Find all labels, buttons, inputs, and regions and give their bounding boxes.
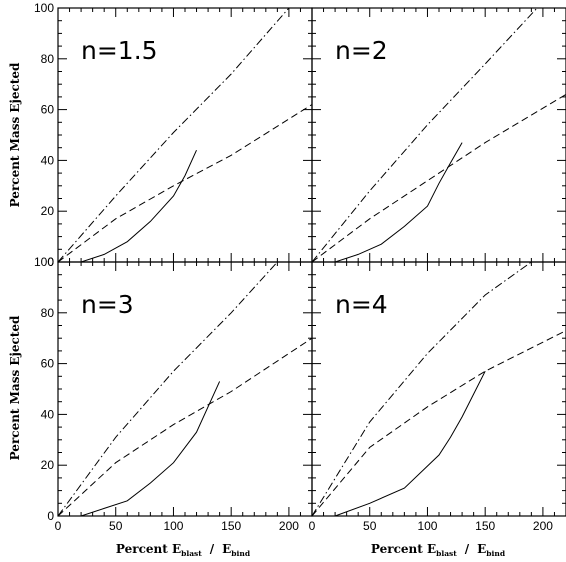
y-tick-label: 20 xyxy=(41,204,55,218)
x-tick-label: 0 xyxy=(309,519,316,533)
y-tick-label: 100 xyxy=(34,255,54,269)
y-tick-label: 100 xyxy=(34,1,54,15)
y-tick-label: 80 xyxy=(41,306,55,320)
x-tick-label: 100 xyxy=(163,519,183,533)
series-line-dashdot xyxy=(312,262,532,516)
x-tick-label: 150 xyxy=(475,519,495,533)
y-tick-label: 0 xyxy=(47,255,54,269)
x-tick-label: 0 xyxy=(55,519,62,533)
x-tick-label: 50 xyxy=(109,519,123,533)
y-tick-label: 60 xyxy=(41,103,55,117)
y-axis-label-bottom: Percent Mass Ejected xyxy=(8,315,22,460)
x-tick-label: 100 xyxy=(417,519,437,533)
x-tick-label: 50 xyxy=(363,519,377,533)
x-axis-label-right: Percent Eblast / Ebind xyxy=(371,542,506,558)
panel-2: n=2 xyxy=(311,7,566,263)
y-tick-label: 80 xyxy=(41,52,55,66)
y-tick-label: 40 xyxy=(41,153,55,167)
panel-label: n=2 xyxy=(335,36,388,65)
x-tick-label: 200 xyxy=(533,519,553,533)
series-line-solid xyxy=(80,149,197,262)
y-tick-label: 0 xyxy=(47,509,54,523)
series-line-dashed xyxy=(58,337,312,516)
panel-label: n=4 xyxy=(335,290,388,319)
x-tick-label: 150 xyxy=(221,519,241,533)
y-axis-label-top: Percent Mass Ejected xyxy=(8,62,22,207)
y-tick-label: 40 xyxy=(41,407,55,421)
panel-1: 0 20 40 60 80 100 n=1.5 xyxy=(34,1,313,269)
y-tick-label: 20 xyxy=(41,458,55,472)
x-axis-label-left: Percent Eblast / Ebind xyxy=(116,542,251,558)
panel-label: n=1.5 xyxy=(81,36,158,65)
series-line-dashed xyxy=(312,93,566,262)
y-tick-label: 60 xyxy=(41,357,55,371)
series-line-solid xyxy=(80,381,221,516)
panel-4: 0 50 100 150 200 n=4 xyxy=(309,261,566,533)
series-line-solid xyxy=(334,370,486,516)
series-line-dashed xyxy=(58,104,312,262)
series-line-dashdot xyxy=(58,8,290,262)
series-line-dashed xyxy=(312,330,566,516)
series-line-solid xyxy=(334,142,463,262)
panel-label: n=3 xyxy=(81,290,134,319)
series-line-dashdot xyxy=(58,262,278,516)
x-tick-label: 200 xyxy=(279,519,299,533)
